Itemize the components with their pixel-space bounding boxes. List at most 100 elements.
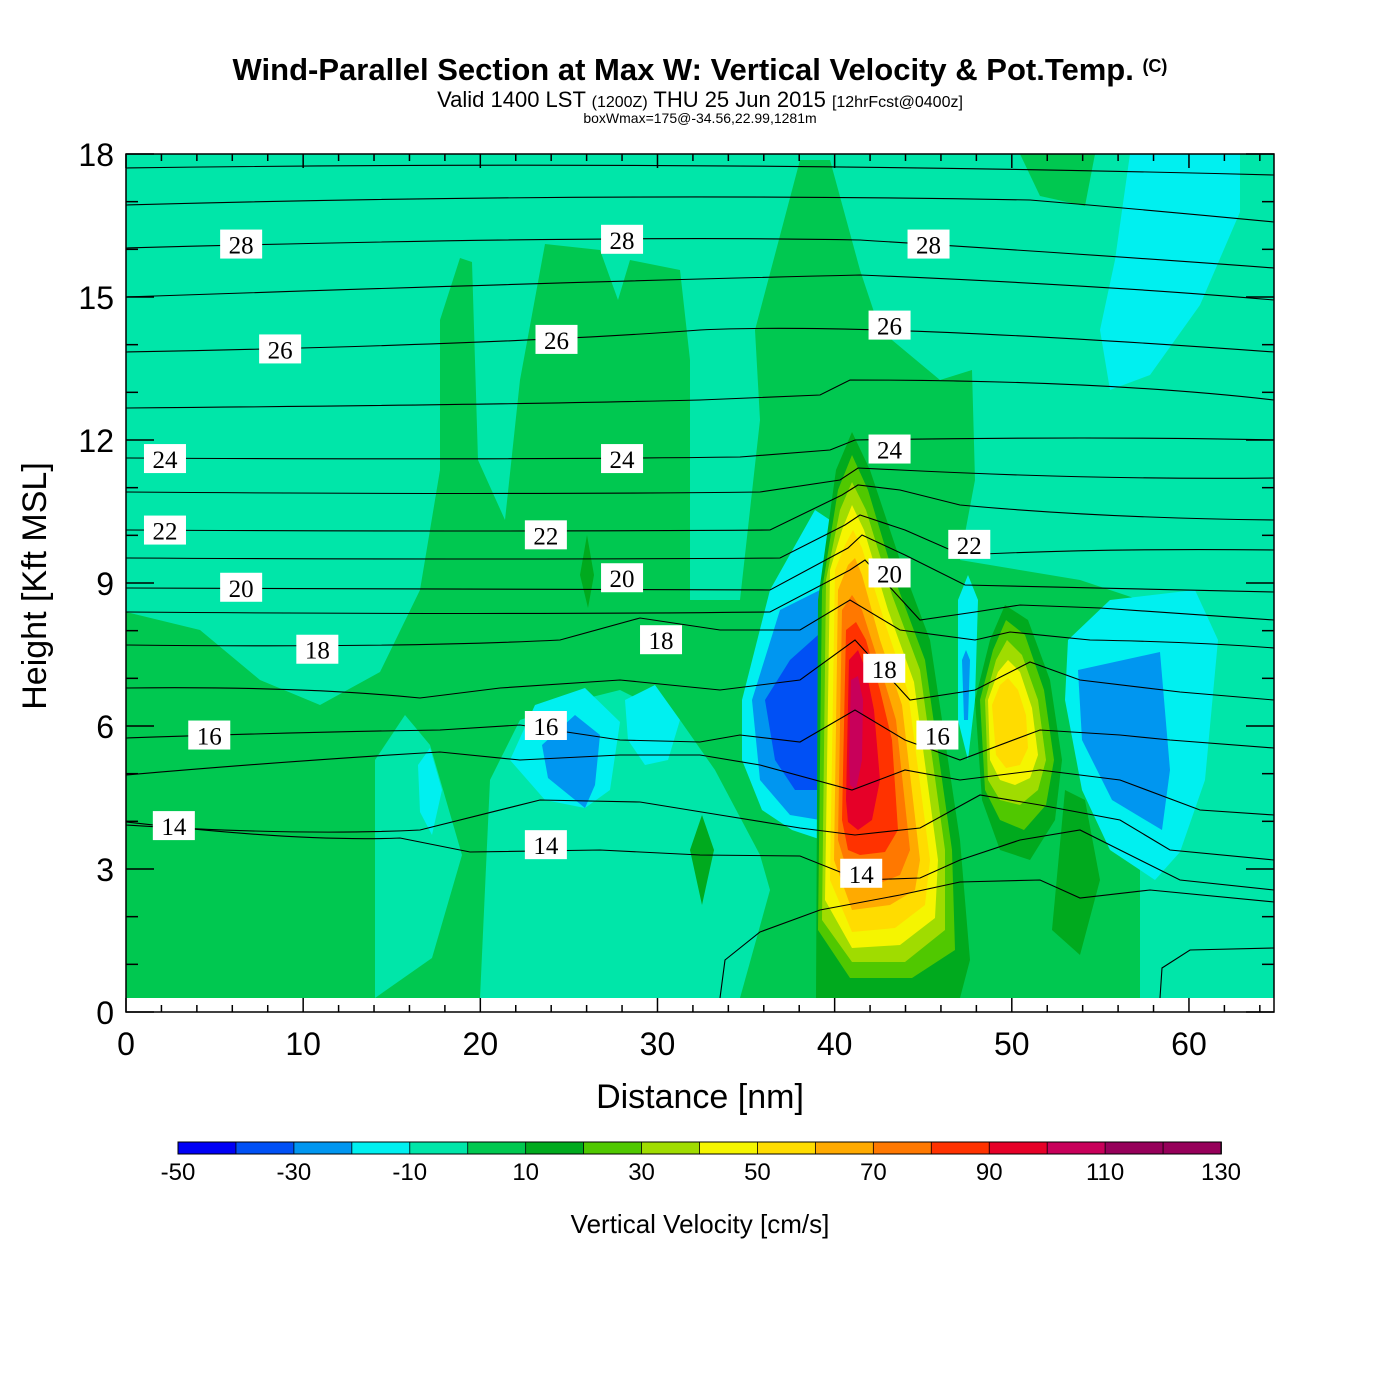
colorbar-label: 70 bbox=[860, 1159, 887, 1186]
contour-label-text: 22 bbox=[957, 533, 982, 560]
colorbar-swatch bbox=[583, 1141, 643, 1155]
contour-label-box bbox=[916, 720, 959, 750]
colorbar-swatch bbox=[814, 1141, 875, 1155]
colorbar-swatch bbox=[1046, 1141, 1107, 1155]
contour-label-text: 14 bbox=[533, 833, 559, 860]
colorbar-swatch bbox=[177, 1141, 237, 1155]
colorbar-swatch bbox=[409, 1141, 469, 1155]
contour-label-box bbox=[259, 334, 302, 364]
isentrope-line bbox=[126, 467, 1274, 495]
contour-label-text: 20 bbox=[610, 566, 635, 593]
contour-label-text: 28 bbox=[916, 233, 941, 260]
field-region-cyan-c bbox=[625, 685, 680, 765]
contour-label: 20 bbox=[868, 558, 911, 588]
contour-label: 26 bbox=[535, 324, 578, 355]
contour-label-text: 18 bbox=[305, 638, 330, 665]
isentrope-line bbox=[126, 379, 1274, 409]
colorbar-swatch bbox=[293, 1141, 353, 1155]
isentrope-line bbox=[126, 599, 1274, 649]
isentrope-line bbox=[126, 484, 1274, 532]
contour-label-text: 16 bbox=[533, 714, 558, 741]
contour-label: 20 bbox=[601, 563, 644, 593]
contour-label-text: 24 bbox=[610, 447, 636, 474]
colorbar-label: 50 bbox=[744, 1159, 771, 1186]
contour-label: 24 bbox=[868, 434, 911, 465]
colorbar-label: 30 bbox=[628, 1159, 655, 1186]
field-region-darkgreen-c bbox=[1052, 790, 1100, 955]
contour-label: 28 bbox=[601, 224, 644, 255]
isentrope-line bbox=[126, 559, 1274, 621]
contour-label-text: 28 bbox=[610, 228, 635, 255]
y-tick-label: 9 bbox=[96, 566, 114, 602]
contour-label-box bbox=[524, 520, 567, 550]
contour-label-box bbox=[152, 811, 195, 841]
contour-label: 26 bbox=[259, 334, 302, 364]
contour-label: 24 bbox=[143, 444, 186, 474]
contour-label: 22 bbox=[143, 515, 186, 546]
x-tick-label: 20 bbox=[463, 1026, 499, 1062]
y-tick-label: 6 bbox=[96, 709, 114, 745]
y-axis-title: Height [Kft MSL] bbox=[16, 462, 54, 710]
colorbar-swatch bbox=[872, 1141, 933, 1155]
colorbar-swatch bbox=[1162, 1141, 1222, 1155]
chart-box-info: boxWmax=175@-34.56,22.99,1281m bbox=[583, 110, 817, 126]
contour-label: 14 bbox=[840, 858, 883, 889]
contour-label-text: 16 bbox=[925, 724, 950, 751]
isentrope-line bbox=[126, 164, 1274, 176]
contour-label-text: 20 bbox=[229, 576, 254, 603]
y-tick-label: 15 bbox=[78, 280, 114, 316]
colorbar-swatch bbox=[930, 1141, 991, 1155]
contour-label: 18 bbox=[640, 625, 683, 655]
contour-label-text: 16 bbox=[197, 724, 222, 751]
colorbar-label: 10 bbox=[512, 1159, 539, 1186]
colorbar-label: 90 bbox=[976, 1159, 1003, 1186]
x-tick-label: 10 bbox=[285, 1026, 321, 1062]
colorbar-swatch bbox=[988, 1141, 1049, 1155]
colorbar-swatch bbox=[757, 1141, 817, 1155]
colorbar-frame bbox=[177, 1141, 1222, 1155]
colorbar-swatch bbox=[1104, 1141, 1164, 1155]
colorbar-swatch bbox=[525, 1141, 585, 1155]
contour-label-box bbox=[524, 711, 567, 740]
contour-label-box bbox=[863, 653, 906, 683]
contour-label-text: 22 bbox=[533, 523, 558, 550]
isentrope-line bbox=[126, 514, 1274, 560]
contour-label: 26 bbox=[868, 310, 911, 341]
contour-label: 20 bbox=[220, 572, 263, 603]
isentrope-line bbox=[1159, 947, 1274, 998]
contour-label-box bbox=[948, 529, 991, 559]
contour-label-text: 18 bbox=[649, 628, 674, 655]
contour-label-text: 24 bbox=[152, 447, 178, 474]
contour-label-text: 26 bbox=[268, 337, 293, 364]
contour-label-box bbox=[601, 224, 644, 254]
x-tick-label: 50 bbox=[994, 1026, 1030, 1062]
field-region-cyan-a bbox=[418, 748, 442, 835]
isentrope-line bbox=[126, 274, 1274, 301]
contour-label: 16 bbox=[916, 720, 959, 751]
colorbar-label: -30 bbox=[277, 1159, 312, 1186]
y-tick-label: 0 bbox=[96, 995, 114, 1031]
contour-label-box bbox=[220, 572, 263, 602]
contour-label-box bbox=[601, 563, 644, 593]
contour-label-box bbox=[143, 515, 186, 545]
isentrope-line bbox=[126, 327, 1274, 353]
updraft-secondary-50 bbox=[992, 678, 1028, 768]
isentrope-lines bbox=[126, 164, 1274, 998]
isentrope-line bbox=[126, 751, 1274, 816]
isentrope-line bbox=[719, 879, 1274, 998]
field-region-darkgreen-a bbox=[690, 815, 714, 905]
contour-label-box bbox=[868, 434, 911, 464]
contour-label-box bbox=[296, 634, 339, 664]
axis-tick-labels: 0 10 20 30 40 50 60 0 3 6 9 12 15 18 bbox=[78, 137, 1206, 1062]
colorbar-label: -50 bbox=[161, 1159, 196, 1186]
x-tick-label: 0 bbox=[117, 1026, 135, 1062]
isentrope-line bbox=[126, 437, 1274, 460]
colorbar-swatch bbox=[699, 1141, 759, 1155]
x-tick-label: 60 bbox=[1171, 1026, 1207, 1062]
isentrope-line bbox=[126, 794, 1274, 861]
colorbar-swatch bbox=[235, 1141, 295, 1155]
field-region-green-top-right bbox=[1020, 154, 1095, 206]
colorbar-label: 110 bbox=[1086, 1159, 1124, 1186]
y-tick-label: 3 bbox=[96, 852, 114, 888]
